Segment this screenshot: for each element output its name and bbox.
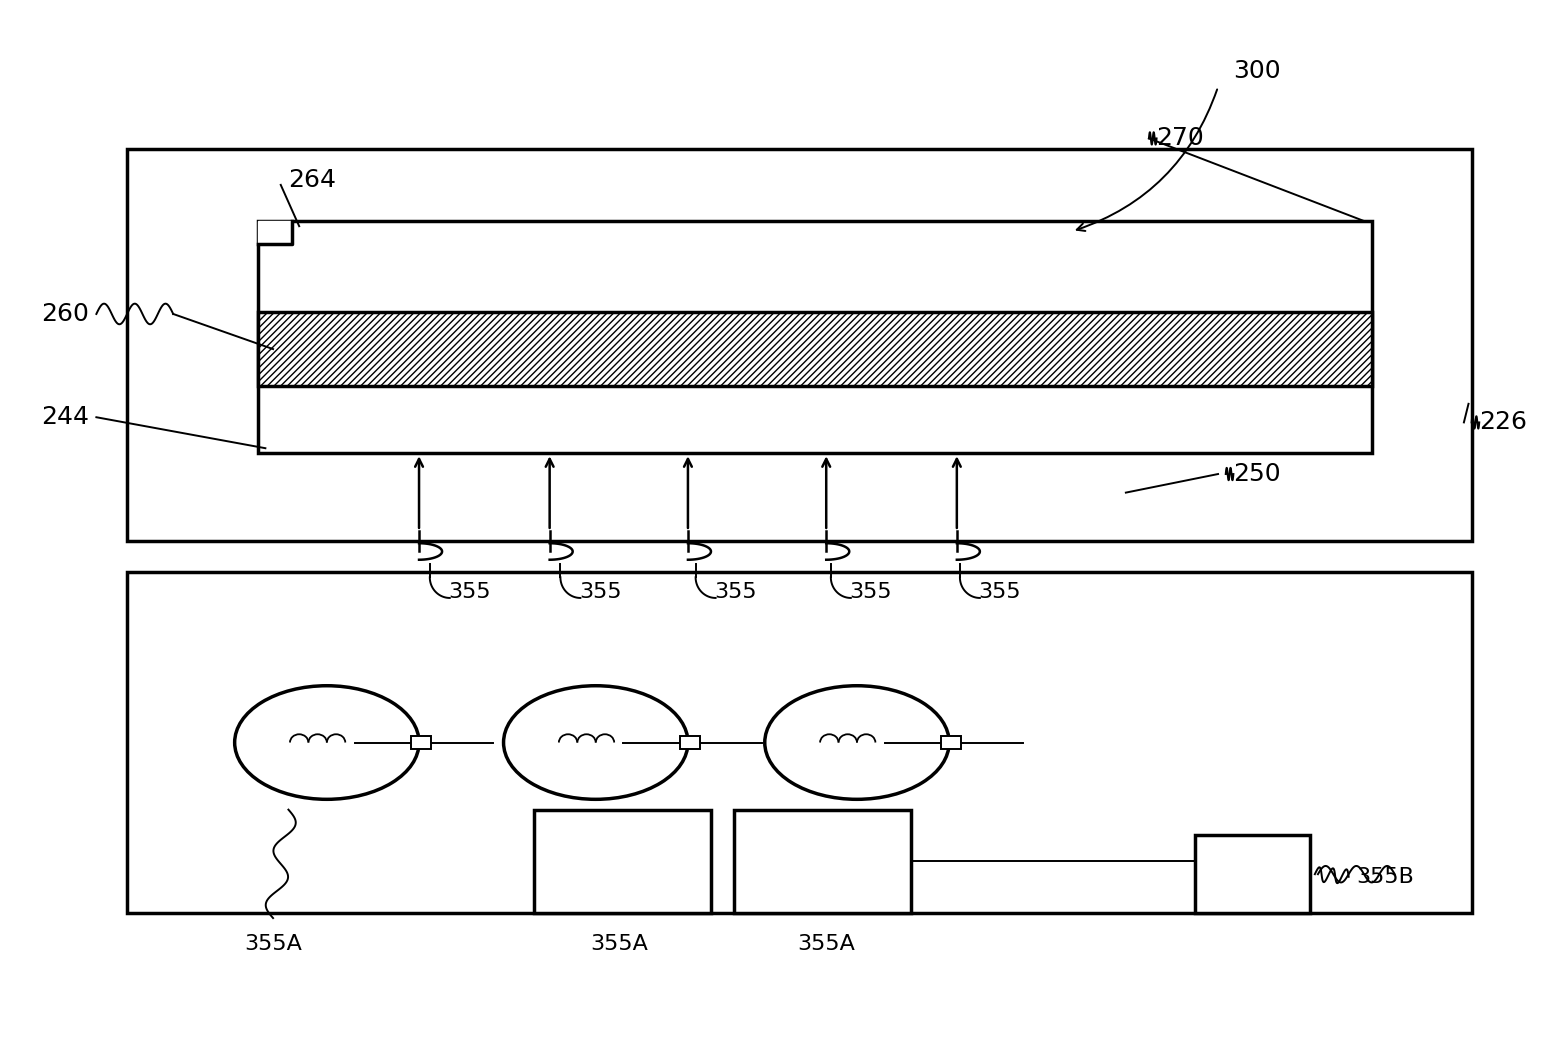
Text: 250: 250	[1233, 462, 1281, 486]
Text: 355: 355	[850, 583, 891, 603]
Text: 244: 244	[40, 405, 88, 429]
Text: 355A: 355A	[590, 934, 647, 954]
Text: 226: 226	[1479, 410, 1528, 434]
Text: 300: 300	[1233, 59, 1281, 83]
Bar	[535, 810, 711, 913]
Text: 355A: 355A	[244, 934, 301, 954]
Text: 264: 264	[289, 168, 337, 192]
Text: 355: 355	[579, 583, 621, 603]
Bar	[411, 736, 431, 750]
Text: 260: 260	[40, 302, 88, 326]
Text: 355A: 355A	[797, 934, 856, 954]
Bar	[941, 736, 961, 750]
Bar	[127, 573, 1471, 913]
Bar	[258, 221, 1372, 454]
Bar	[734, 810, 910, 913]
Text: 355: 355	[714, 583, 757, 603]
Polygon shape	[258, 221, 292, 244]
Text: 355: 355	[448, 583, 491, 603]
Bar	[680, 736, 700, 750]
Text: 355B: 355B	[1357, 867, 1414, 887]
Ellipse shape	[235, 686, 419, 799]
FancyArrowPatch shape	[1077, 90, 1217, 231]
Ellipse shape	[765, 686, 949, 799]
Ellipse shape	[504, 686, 688, 799]
Text: 270: 270	[1157, 126, 1205, 150]
Bar	[1194, 836, 1310, 913]
Text: 355: 355	[978, 583, 1021, 603]
Bar	[127, 149, 1471, 541]
Bar	[258, 312, 1372, 386]
